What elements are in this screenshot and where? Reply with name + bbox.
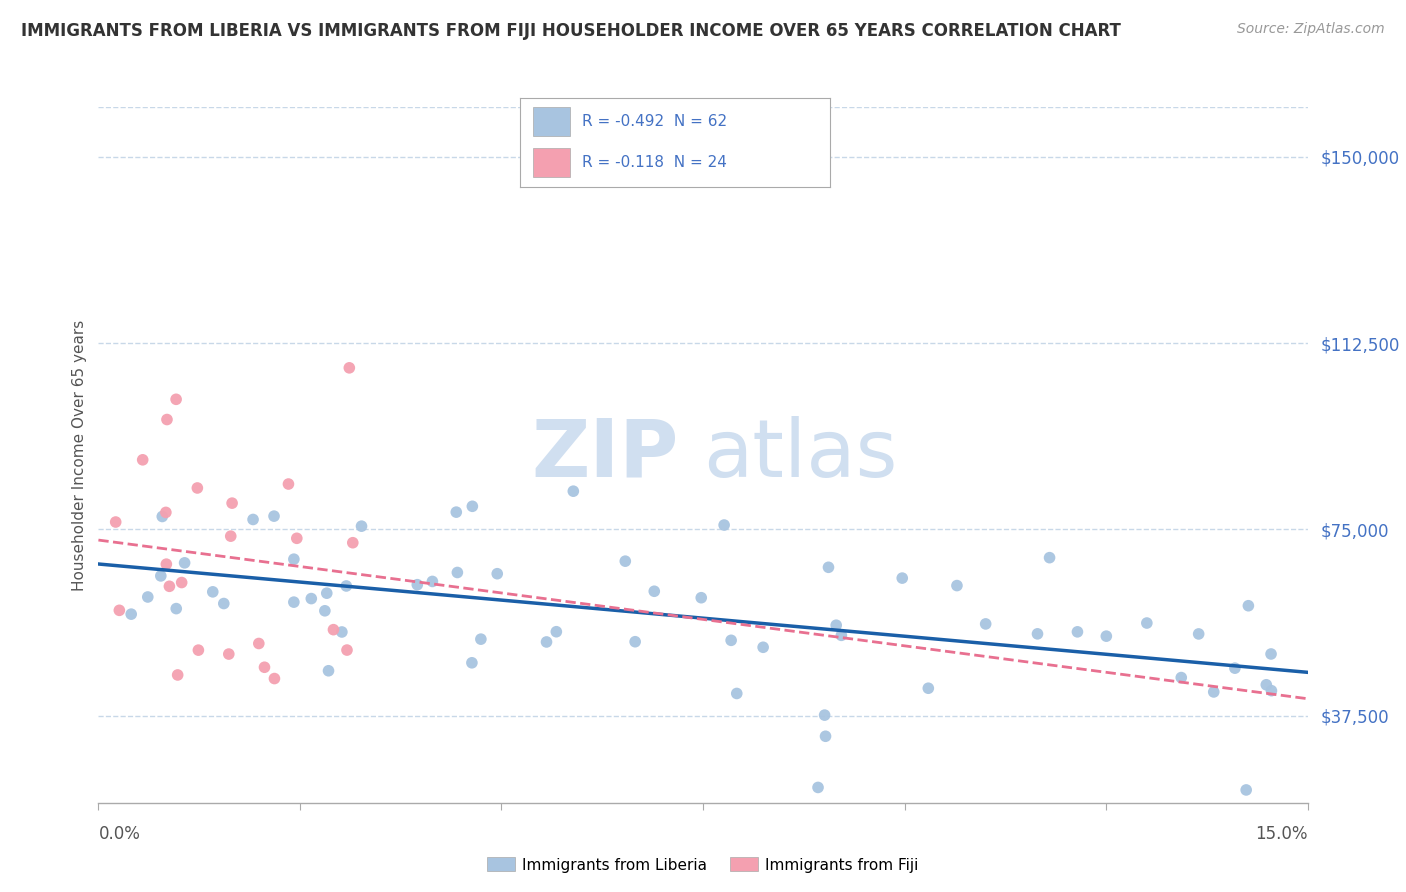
Point	[155, 505, 177, 519]
Legend: Immigrants from Liberia, Immigrants from Fiji: Immigrants from Liberia, Immigrants from…	[481, 851, 925, 879]
Point	[1136, 615, 1159, 630]
Point	[330, 625, 353, 640]
Text: 15.0%: 15.0%	[1256, 825, 1308, 843]
Point	[1066, 624, 1088, 639]
Point	[342, 535, 364, 549]
Point	[336, 643, 359, 657]
Point	[461, 500, 484, 514]
Point	[446, 505, 468, 519]
Text: ZIP: ZIP	[531, 416, 679, 494]
Point	[1223, 661, 1246, 675]
Point	[136, 590, 159, 604]
Point	[165, 601, 187, 615]
Point	[350, 519, 373, 533]
Point	[335, 579, 357, 593]
Point	[285, 531, 308, 545]
Point	[406, 577, 429, 591]
Point	[1260, 647, 1282, 661]
Point	[752, 640, 775, 655]
Point	[166, 668, 188, 682]
Point	[917, 681, 939, 696]
Point	[156, 412, 179, 426]
Point	[546, 624, 568, 639]
Text: R = -0.492  N = 62: R = -0.492 N = 62	[582, 114, 727, 128]
Point	[219, 529, 242, 543]
Point	[946, 578, 969, 592]
Point	[315, 586, 337, 600]
Point	[817, 560, 839, 574]
Point	[1095, 629, 1118, 643]
Point	[108, 603, 131, 617]
Point	[263, 509, 285, 524]
Point	[614, 554, 637, 568]
Point	[318, 664, 340, 678]
Text: atlas: atlas	[703, 416, 897, 494]
Point	[299, 591, 322, 606]
Point	[263, 672, 285, 686]
Point	[446, 566, 468, 580]
Point	[314, 604, 336, 618]
Point	[277, 477, 299, 491]
Point	[891, 571, 914, 585]
Point	[173, 556, 195, 570]
Point	[283, 552, 305, 566]
Point	[536, 635, 558, 649]
Point	[337, 360, 360, 375]
Bar	[533, 148, 569, 177]
Point	[212, 597, 235, 611]
Point	[725, 686, 748, 700]
Point	[814, 729, 837, 743]
Point	[713, 518, 735, 533]
Point	[1202, 685, 1225, 699]
Point	[221, 496, 243, 510]
Point	[1170, 671, 1192, 685]
Point	[807, 780, 830, 795]
Point	[120, 607, 142, 622]
Point	[186, 481, 208, 495]
Point	[187, 643, 209, 657]
Point	[157, 579, 180, 593]
Point	[170, 575, 193, 590]
Bar	[533, 107, 569, 136]
Point	[322, 623, 344, 637]
Point	[461, 656, 484, 670]
Text: 0.0%: 0.0%	[98, 825, 141, 843]
Y-axis label: Householder Income Over 65 years: Householder Income Over 65 years	[72, 319, 87, 591]
Point	[1237, 599, 1260, 613]
Point	[131, 452, 153, 467]
Point	[1038, 550, 1060, 565]
Point	[150, 509, 173, 524]
Point	[1256, 678, 1278, 692]
Point	[422, 574, 444, 589]
Point	[830, 628, 852, 642]
Point	[1234, 783, 1257, 797]
Point	[974, 616, 997, 631]
Point	[1260, 683, 1282, 698]
Point	[218, 647, 240, 661]
Point	[247, 636, 270, 650]
Point	[643, 584, 665, 599]
Point	[253, 660, 276, 674]
Point	[470, 632, 492, 647]
Point	[690, 591, 713, 605]
Point	[720, 633, 742, 648]
Point	[825, 618, 848, 632]
Point	[283, 595, 305, 609]
Point	[201, 585, 224, 599]
Text: Source: ZipAtlas.com: Source: ZipAtlas.com	[1237, 22, 1385, 37]
Point	[104, 515, 127, 529]
Point	[562, 484, 585, 499]
Point	[242, 512, 264, 526]
Point	[149, 569, 172, 583]
Text: R = -0.118  N = 24: R = -0.118 N = 24	[582, 155, 727, 169]
Point	[813, 708, 835, 723]
Text: IMMIGRANTS FROM LIBERIA VS IMMIGRANTS FROM FIJI HOUSEHOLDER INCOME OVER 65 YEARS: IMMIGRANTS FROM LIBERIA VS IMMIGRANTS FR…	[21, 22, 1121, 40]
Point	[165, 392, 187, 407]
Point	[1026, 627, 1049, 641]
Point	[486, 566, 509, 581]
Point	[1188, 627, 1211, 641]
Point	[624, 634, 647, 648]
Point	[155, 557, 177, 571]
